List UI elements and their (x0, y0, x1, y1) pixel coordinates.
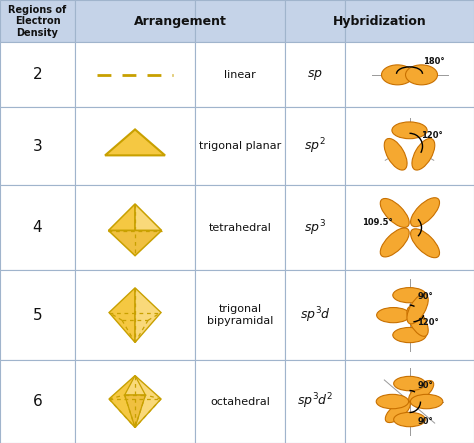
Bar (195, 107, 285, 185)
Ellipse shape (382, 65, 413, 85)
Bar (285, 107, 345, 185)
Text: 120°: 120° (421, 131, 443, 140)
Bar (0, 270, 75, 360)
Text: $sp^2$: $sp^2$ (304, 136, 326, 156)
Polygon shape (135, 376, 161, 427)
Bar (285, 270, 345, 360)
Bar (345, 0, 474, 43)
Bar (75, 107, 195, 185)
Text: linear: linear (224, 70, 256, 80)
Ellipse shape (380, 228, 409, 257)
Bar (195, 185, 285, 270)
Polygon shape (135, 204, 162, 230)
Text: 2: 2 (33, 67, 42, 82)
Bar (0, 360, 75, 443)
Bar (75, 185, 195, 270)
Ellipse shape (393, 327, 426, 342)
Polygon shape (135, 288, 161, 342)
Text: 90°: 90° (418, 416, 433, 426)
Bar (75, 360, 195, 443)
Ellipse shape (410, 198, 439, 227)
Ellipse shape (394, 412, 425, 427)
Ellipse shape (412, 139, 435, 170)
Bar (0, 43, 75, 107)
Bar (345, 107, 474, 185)
Text: 4: 4 (33, 220, 42, 235)
Text: $sp^3d$: $sp^3d$ (300, 305, 330, 325)
Bar (195, 0, 285, 43)
Ellipse shape (410, 229, 439, 258)
Ellipse shape (393, 288, 426, 303)
Ellipse shape (384, 139, 407, 170)
Text: octahedral: octahedral (210, 396, 270, 407)
Text: 5: 5 (33, 307, 42, 323)
Bar (285, 185, 345, 270)
Bar (285, 360, 345, 443)
Text: 90°: 90° (418, 381, 433, 389)
Text: $sp$: $sp$ (307, 68, 323, 82)
Ellipse shape (410, 394, 443, 409)
Bar (345, 43, 474, 107)
Bar (285, 0, 345, 43)
Bar (75, 270, 195, 360)
Bar (345, 360, 474, 443)
Polygon shape (109, 288, 135, 342)
Polygon shape (109, 376, 135, 427)
Bar (345, 185, 474, 270)
Polygon shape (109, 230, 162, 256)
Polygon shape (125, 395, 146, 427)
Text: 3: 3 (33, 139, 43, 154)
Text: Hybridization: Hybridization (333, 15, 427, 28)
Polygon shape (125, 376, 146, 395)
Text: $sp^3$: $sp^3$ (304, 218, 326, 237)
Ellipse shape (376, 394, 409, 409)
Text: 120°: 120° (418, 318, 439, 327)
Polygon shape (105, 129, 165, 155)
Text: tetrahedral: tetrahedral (209, 223, 272, 233)
Text: $sp^3d^2$: $sp^3d^2$ (297, 392, 333, 412)
Bar (195, 270, 285, 360)
Text: 109.5°: 109.5° (363, 218, 393, 227)
Text: 180°: 180° (423, 57, 445, 66)
Bar (75, 0, 195, 43)
Bar (0, 185, 75, 270)
Text: 6: 6 (33, 394, 43, 409)
Polygon shape (109, 204, 135, 230)
Bar (0, 107, 75, 185)
Bar (345, 270, 474, 360)
Ellipse shape (406, 65, 438, 85)
Ellipse shape (385, 400, 410, 423)
Ellipse shape (392, 122, 427, 139)
Ellipse shape (407, 307, 428, 336)
Text: 90°: 90° (418, 292, 433, 301)
Bar (195, 360, 285, 443)
Ellipse shape (409, 381, 434, 403)
Ellipse shape (380, 198, 409, 227)
Text: trigonal planar: trigonal planar (199, 141, 281, 152)
Bar (195, 43, 285, 107)
Bar (285, 43, 345, 107)
Bar (75, 43, 195, 107)
Ellipse shape (377, 307, 410, 323)
Ellipse shape (394, 377, 425, 391)
Ellipse shape (407, 294, 428, 324)
Bar (0, 0, 75, 43)
Text: Regions of
Electron
Density: Regions of Electron Density (9, 5, 67, 38)
Text: trigonal
bipyramidal: trigonal bipyramidal (207, 304, 273, 326)
Text: Arrangement: Arrangement (134, 15, 227, 28)
